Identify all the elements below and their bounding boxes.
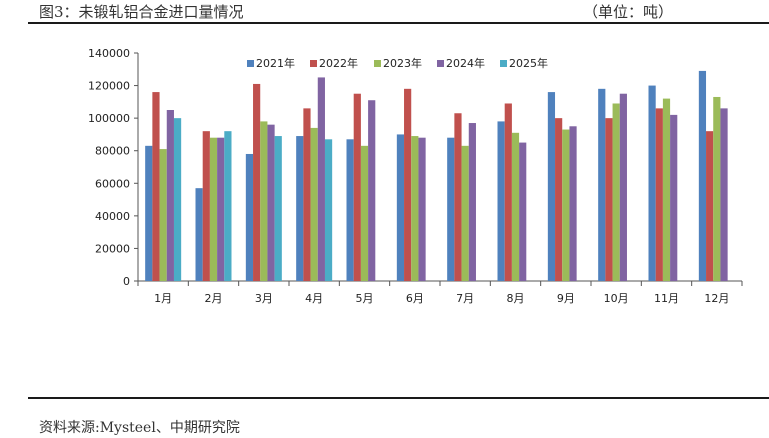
bar <box>468 123 476 282</box>
bar <box>267 124 275 282</box>
bar <box>303 108 311 281</box>
legend-label: 2021年 <box>256 56 295 70</box>
legend-swatch <box>310 60 317 67</box>
x-tick-label: 9月 <box>557 292 575 305</box>
bar <box>454 113 462 281</box>
bottom-rule <box>28 397 769 399</box>
y-tick-label: 60000 <box>95 177 130 190</box>
x-tick-label: 1月 <box>154 292 172 305</box>
source-note: 资料来源:Mysteel、中期研究院 <box>39 420 240 436</box>
y-tick-label: 120000 <box>88 80 130 93</box>
bar-chart: 020000400006000080000100000120000140000 … <box>88 47 743 305</box>
bar <box>569 126 577 282</box>
bar <box>418 137 426 281</box>
legend-label: 2023年 <box>383 56 422 70</box>
bar <box>706 131 714 281</box>
bar <box>504 103 512 281</box>
x-tick-label: 8月 <box>507 292 525 305</box>
bar <box>619 93 627 281</box>
x-tick-label: 3月 <box>255 292 273 305</box>
y-tick-label: 40000 <box>95 210 130 223</box>
y-tick-label: 20000 <box>95 242 130 255</box>
bar <box>605 118 613 282</box>
bar <box>655 108 663 281</box>
bar <box>562 129 570 281</box>
bars-layer <box>145 70 728 282</box>
bar <box>245 153 254 281</box>
x-tick-label: 6月 <box>406 292 424 305</box>
bar <box>497 121 505 282</box>
legend-label: 2024年 <box>446 56 485 70</box>
bar <box>670 114 678 281</box>
bar <box>310 127 318 282</box>
bar <box>547 92 556 281</box>
bar <box>317 77 325 281</box>
x-axis: 1月 2月 3月 4月 5月 6月 7月 8月 9月 10月 11月 12月 <box>137 280 743 305</box>
legend-swatch <box>437 60 444 67</box>
bar <box>713 96 721 281</box>
bar <box>404 88 412 281</box>
bar <box>411 136 419 281</box>
bar <box>648 85 656 281</box>
bar <box>152 92 160 281</box>
bar <box>209 137 218 281</box>
figure-title: 图3：未锻轧铝合金进口量情况 <box>39 3 244 21</box>
bar <box>720 108 728 281</box>
bar <box>195 188 203 281</box>
bar <box>166 110 174 281</box>
x-tick-label: 11月 <box>654 292 679 305</box>
bar <box>612 103 620 281</box>
legend-swatch <box>500 60 507 67</box>
y-axis: 0 20000 40000 60000 80000 100000 120000 140000 <box>88 47 139 288</box>
bar <box>346 139 354 281</box>
legend-swatch <box>374 60 381 67</box>
x-tick-label: 5月 <box>356 292 374 305</box>
bar <box>396 134 405 281</box>
bar <box>202 131 210 281</box>
x-tick-label: 12月 <box>704 292 729 305</box>
bar <box>217 137 225 281</box>
bar <box>274 136 282 281</box>
x-tick-label: 7月 <box>456 292 474 305</box>
bar <box>519 142 527 281</box>
bar <box>260 121 268 282</box>
y-tick-label: 0 <box>123 275 130 288</box>
bar <box>173 118 182 282</box>
bar <box>461 145 469 281</box>
bar <box>447 137 455 281</box>
x-tick-label: 4月 <box>305 292 323 305</box>
unit-label: （单位：吨） <box>582 3 673 21</box>
bar <box>698 70 707 282</box>
legend-label: 2022年 <box>319 56 358 70</box>
bar <box>555 118 563 282</box>
y-tick-label: 100000 <box>88 112 130 125</box>
x-tick-label: 10月 <box>604 292 629 305</box>
y-tick-label: 140000 <box>88 47 130 60</box>
bar <box>598 88 606 281</box>
bar <box>353 93 361 281</box>
bar <box>296 136 304 281</box>
bar <box>145 145 153 281</box>
bar <box>511 132 520 281</box>
bar <box>662 98 671 281</box>
bar <box>324 139 333 281</box>
top-rule <box>28 22 769 24</box>
x-tick-label: 2月 <box>205 292 223 305</box>
bar <box>253 83 261 281</box>
bar <box>360 145 369 281</box>
legend-swatch <box>247 60 254 67</box>
bar <box>159 149 167 281</box>
legend-label: 2025年 <box>509 56 548 70</box>
y-tick-label: 80000 <box>95 145 130 158</box>
bar <box>368 100 376 281</box>
legend: 2021年 2022年 2023年 2024年 2025年 <box>247 56 548 70</box>
bar <box>224 131 232 281</box>
